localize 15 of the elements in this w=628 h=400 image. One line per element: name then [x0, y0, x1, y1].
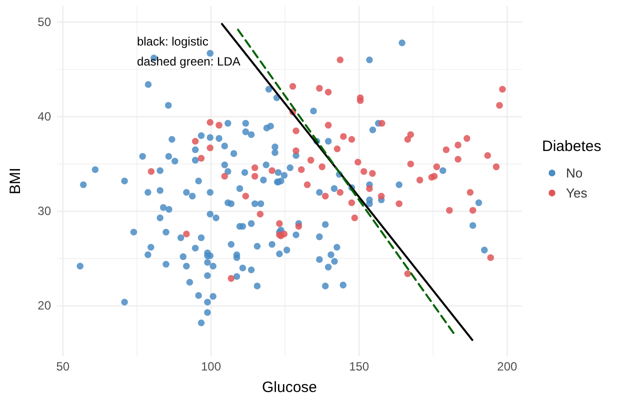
x-axis-title: Glucose [262, 379, 318, 396]
x-tick-label: 100 [200, 360, 222, 374]
x-tick-label: 50 [56, 360, 70, 374]
annotation: dashed green: LDA [136, 54, 240, 69]
legend-label: No [566, 166, 583, 180]
y-axis-title: BMI [7, 168, 24, 194]
x-tick-label: 150 [349, 360, 370, 374]
y-tick-label: 40 [38, 110, 52, 124]
y-tick-label: 20 [38, 298, 52, 313]
y-tick-label: 30 [38, 204, 52, 218]
legend-label: Yes [566, 186, 588, 200]
annotation: black: logistic [136, 34, 208, 49]
legend-title: Diabetes [542, 138, 602, 155]
x-tick-label: 200 [497, 360, 518, 374]
y-tick-label: 50 [38, 14, 52, 29]
